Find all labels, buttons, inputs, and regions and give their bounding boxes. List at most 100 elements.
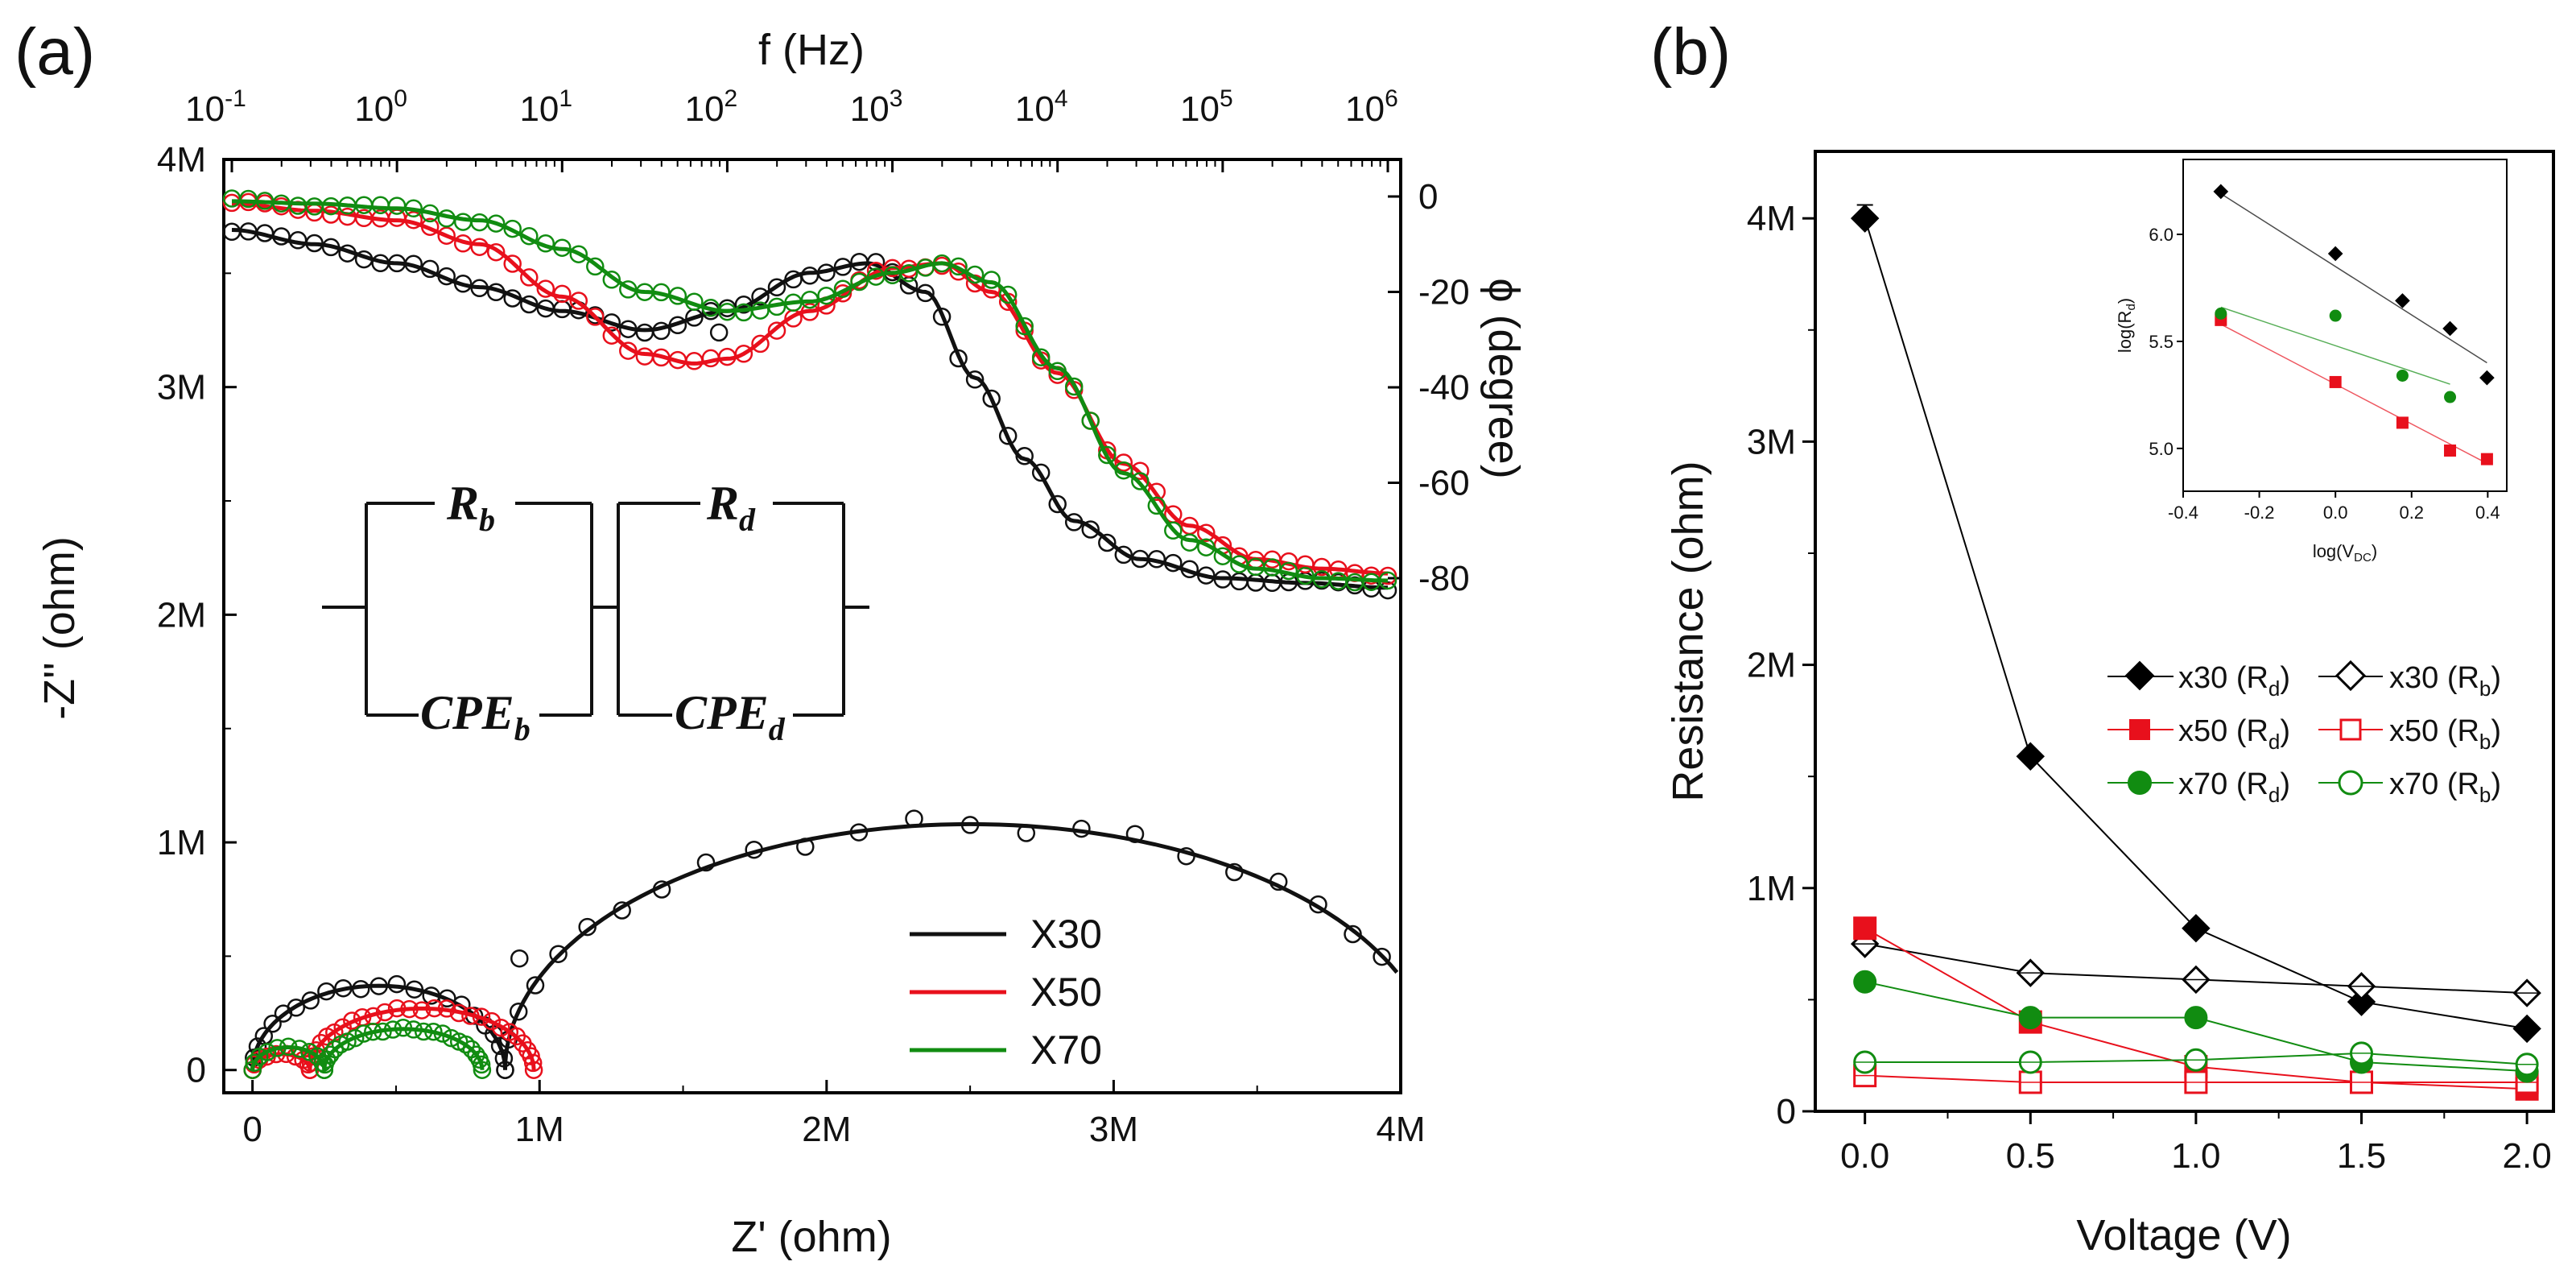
phase-point-x70: [1114, 461, 1133, 480]
circuit-cped-label: CPEd: [675, 686, 786, 747]
circuit-rd-label: Rd: [706, 477, 756, 538]
phase-point-x70: [800, 290, 819, 309]
phase-point-x70: [899, 263, 919, 283]
inset-x-title: log(VDC): [2313, 541, 2377, 565]
nyquist-point-x70: [364, 1022, 382, 1041]
inset-y-tick-label: 5.0: [2149, 439, 2174, 459]
phase-point-x30: [520, 295, 539, 314]
phase-point-x30: [1098, 533, 1117, 552]
nyquist-point-x30: [1177, 846, 1195, 866]
nyquist-point-x70: [245, 1053, 264, 1072]
phase-point-x30: [437, 267, 456, 286]
phase-point-x30: [486, 283, 506, 302]
phase-point-x50: [437, 226, 456, 245]
phase-point-x50: [685, 352, 704, 370]
nyquist-point-x50: [425, 999, 444, 1018]
phase-point-x70: [602, 271, 621, 289]
phase-tick-label: 0: [1418, 177, 1438, 217]
phase-point-x30: [652, 321, 671, 341]
top-tick-label: 103: [850, 85, 903, 129]
inset-x-tick-label: 0.4: [2475, 503, 2500, 523]
phase-point-x30: [1180, 560, 1199, 579]
legend-label-x70: X70: [1030, 1028, 1102, 1073]
phase-point-x30: [602, 313, 621, 332]
inset-fit-line-x30: [2220, 192, 2487, 364]
data-point-x30rd: [2512, 1014, 2541, 1044]
x-tick-label: 2M: [802, 1110, 851, 1149]
phase-point-x30: [998, 427, 1018, 445]
nyquist-point-x30: [796, 838, 815, 856]
phase-point-x30: [321, 238, 341, 257]
phase-point-x50: [420, 217, 440, 236]
x-tick-label: 1.5: [2337, 1136, 2386, 1176]
circuit-rb-label: Rb: [446, 477, 495, 538]
legend-label: x30 (Rb): [2389, 661, 2501, 701]
nyquist-point-x30: [526, 976, 545, 995]
panel-b-frame: [1814, 150, 2555, 1113]
phase-point-x70: [404, 199, 423, 218]
nyquist-point-x70: [472, 1055, 491, 1074]
phase-point-x70: [1213, 547, 1232, 565]
b-y-axis-title: Resistance (ohm): [1664, 461, 1712, 801]
phase-fit-line-x30: [231, 228, 1388, 590]
nyquist-point-x30: [1125, 825, 1145, 843]
y-tick-label: 3M: [1747, 422, 1796, 461]
top-axis-title: f (Hz): [758, 26, 865, 74]
phase-point-x30: [1164, 553, 1183, 573]
nyquist-point-x70: [279, 1037, 298, 1057]
panel-b-chart: Voltage (V) Resistance (ohm) 0.0 0.5 1.0 1.…: [1664, 150, 2555, 1259]
phase-point-x70: [685, 292, 704, 311]
nyquist-point-x30: [905, 809, 923, 828]
phase-point-x70: [437, 209, 456, 228]
nyquist-point-x50: [523, 1053, 543, 1073]
phase-point-x30: [866, 253, 886, 271]
panel-a-chart: f (Hz) Z' (ohm) -Z'' (ohm) ϕ (degree) 0 1…: [35, 26, 1528, 1261]
y-tick-label: 0: [1777, 1092, 1796, 1131]
data-point-x70rd: [2018, 1006, 2042, 1030]
inset-y-title: log(Rd): [2115, 298, 2138, 353]
phase-point-x30: [833, 258, 852, 276]
x-tick-label: 0.5: [2006, 1136, 2055, 1176]
phase-point-x30: [668, 316, 687, 335]
legend-label: x30 (Rd): [2178, 661, 2290, 701]
top-tick-label: 106: [1345, 85, 1398, 129]
inset-fit-line-x70: [2220, 306, 2450, 385]
phase-point-x30: [1378, 581, 1397, 600]
inset-point-x30: [2327, 246, 2343, 262]
nyquist-point-x70: [467, 1045, 485, 1065]
nyquist-point-x30: [496, 1061, 514, 1079]
phase-point-x70: [1048, 362, 1067, 381]
legend-label: x50 (Rd): [2178, 714, 2290, 754]
phase-point-x30: [916, 283, 935, 303]
phase-point-x70: [1329, 572, 1348, 590]
phase-point-x30: [404, 254, 423, 273]
phase-point-x30: [470, 279, 489, 298]
phase-point-x50: [520, 268, 539, 287]
panel-a-legend: X30 X50 X70: [910, 912, 1102, 1073]
phase-point-x70: [1197, 538, 1216, 556]
phase-point-x30: [305, 234, 324, 253]
phase-point-x50: [569, 292, 588, 310]
phase-point-x70: [1164, 521, 1183, 540]
phase-point-x70: [833, 279, 852, 298]
data-point-x50rd: [1853, 916, 1877, 941]
phase-point-x50: [404, 210, 423, 230]
phase-point-x70: [553, 238, 572, 257]
phase-point-x70: [486, 214, 506, 233]
panel-b-label: (b): [1650, 15, 1731, 89]
legend-label-x50: X50: [1030, 970, 1102, 1015]
phase-axis-title: ϕ (degree): [1480, 278, 1528, 478]
nyquist-point-x30: [613, 901, 631, 920]
inset-point-x70: [2444, 391, 2457, 403]
top-tick-label: 102: [685, 85, 738, 129]
x-tick-label: 1M: [515, 1110, 564, 1149]
nyquist-point-x30: [549, 945, 568, 963]
nyquist-point-x70: [383, 1020, 402, 1039]
nyquist-point-x50: [472, 1007, 491, 1026]
phase-point-x30: [965, 370, 985, 389]
phase-point-x70: [453, 213, 473, 231]
nyquist-point-x70: [374, 1022, 392, 1041]
phase-point-x30: [503, 289, 522, 308]
nyquist-point-x70: [394, 1019, 413, 1037]
nyquist-fit-line-x30: [503, 821, 1399, 1070]
